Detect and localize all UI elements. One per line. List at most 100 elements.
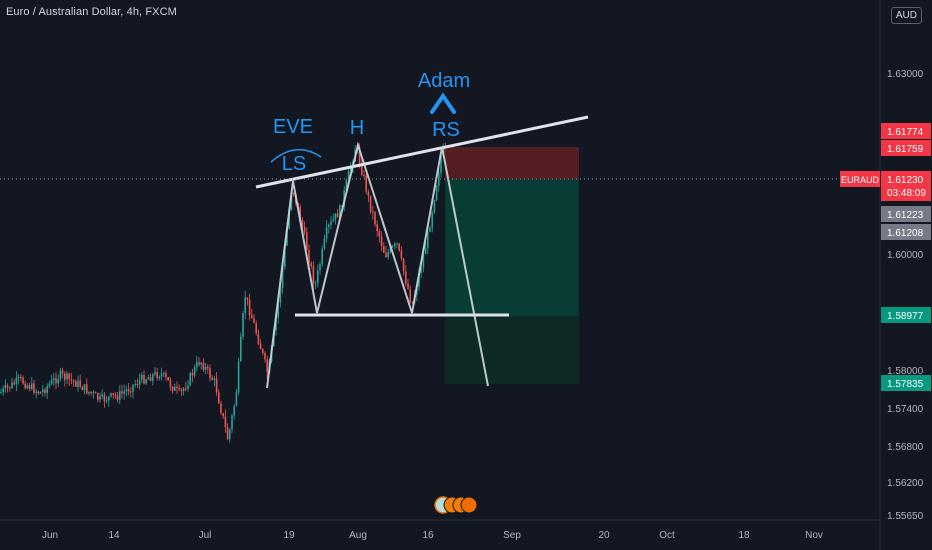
candle-body (358, 147, 361, 164)
candle-body (53, 378, 55, 380)
candle-body (387, 252, 389, 258)
candle-body (116, 395, 119, 400)
candle-body (68, 373, 70, 380)
candle-body (365, 176, 367, 192)
candle-body (321, 248, 323, 265)
candle-body (319, 264, 321, 271)
price-tag-value: 1.58977 (887, 311, 924, 322)
candle-body (215, 378, 218, 393)
candle-body (433, 200, 436, 213)
candle-body (398, 243, 400, 251)
candle-body (367, 191, 370, 196)
candle-body (369, 195, 372, 212)
candle-body (46, 386, 48, 394)
candle-body (350, 166, 352, 171)
candle-countdown: 03:48:09 (887, 188, 926, 199)
candle-body (310, 263, 312, 267)
position-zones (445, 147, 579, 384)
candle-body (171, 386, 174, 391)
candle-body (44, 389, 46, 394)
candle-body (372, 211, 374, 213)
candle-body (405, 271, 407, 284)
candle-body (59, 370, 62, 380)
candle-body (213, 378, 216, 380)
candle-body (178, 387, 180, 390)
currency-button[interactable]: AUD (890, 7, 922, 24)
candle-body (429, 227, 431, 232)
candle-body (64, 373, 66, 380)
candle-body (97, 393, 99, 400)
candle-body (110, 393, 112, 397)
candle-body (2, 388, 4, 393)
candle-body (182, 388, 185, 392)
candle-body (314, 283, 317, 285)
candle-body (103, 394, 106, 402)
candle-body (422, 254, 425, 268)
time-tick-label: 19 (283, 530, 295, 541)
candle-body (158, 376, 161, 379)
candle-body (220, 403, 222, 414)
candle-body (376, 224, 378, 232)
candle-body (193, 367, 196, 376)
candle-body (431, 212, 433, 228)
price-tag (881, 375, 931, 391)
candle-body (138, 379, 141, 385)
candle-body (33, 383, 35, 393)
event-markers[interactable] (434, 496, 478, 514)
candle-body (248, 299, 251, 316)
candle-body (235, 392, 238, 406)
candle-body (244, 297, 246, 314)
price-tick-label: 1.56200 (887, 478, 924, 489)
time-tick-label: Jun (42, 530, 58, 541)
candle-body (383, 246, 385, 253)
candle-body (99, 396, 101, 400)
candle-body (92, 392, 95, 394)
candle-body (119, 391, 121, 400)
candle-body (143, 374, 145, 384)
candle-body (187, 385, 189, 389)
candle-body (108, 396, 110, 401)
candle-body (132, 384, 134, 392)
candle-body (204, 366, 207, 370)
candle-body (167, 377, 169, 381)
candle-body (86, 384, 88, 394)
candle-body (13, 382, 15, 385)
candle-body (50, 379, 53, 385)
candle-body (233, 405, 235, 416)
candle-body (308, 249, 310, 264)
candle-body (229, 429, 231, 440)
time-tick-label: 16 (422, 530, 434, 541)
extended-target-zone (445, 316, 579, 384)
candle-body (440, 155, 442, 173)
candle-body (88, 391, 90, 394)
symbol-tag (840, 171, 880, 187)
candle-body (79, 380, 81, 387)
price-tag-value: 1.61223 (887, 210, 924, 221)
candle-body (292, 193, 295, 195)
time-tick-label: Aug (349, 530, 367, 541)
candle-body (94, 392, 97, 394)
time-tick-label: Nov (805, 530, 823, 541)
candle-body (9, 387, 11, 389)
candle-body (112, 393, 114, 395)
candle-body (174, 386, 176, 391)
eve-arc (270, 148, 322, 163)
candle-body (211, 377, 213, 380)
candle-body (301, 220, 304, 227)
candle-body (81, 386, 84, 391)
candle-body (127, 389, 130, 392)
price-axis[interactable] (880, 0, 932, 550)
candle-body (130, 391, 132, 393)
candle-body (39, 391, 42, 394)
candle-body (312, 266, 315, 284)
candle-body (336, 213, 339, 218)
time-tick-label: Oct (659, 530, 675, 541)
candle-body (266, 359, 268, 373)
candle-body (90, 391, 92, 394)
time-tick-label: 18 (738, 530, 750, 541)
candle-body (380, 236, 383, 247)
candle-body (363, 174, 365, 177)
candle-body (160, 373, 163, 377)
candle-body (284, 245, 286, 267)
